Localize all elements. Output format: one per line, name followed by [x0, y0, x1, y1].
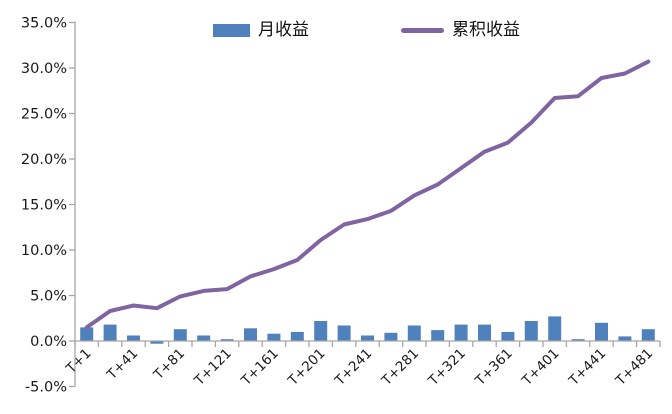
legend-label-cumulative-return: 累积收益 [452, 20, 520, 40]
bar-monthly-return[interactable] [173, 329, 187, 341]
x-axis-tick-label: T+81 [150, 346, 188, 384]
y-axis-tick-label: 30.0% [21, 61, 67, 77]
bar-series-monthly-return [80, 316, 655, 344]
y-axis-tick-label: 15.0% [21, 198, 67, 214]
bar-monthly-return[interactable] [641, 329, 655, 341]
bar-monthly-return[interactable] [150, 341, 164, 344]
x-axis-tick-label: T+241 [331, 346, 375, 390]
y-axis-tick-label: 20.0% [21, 152, 67, 168]
bar-monthly-return[interactable] [361, 335, 374, 342]
y-axis-labels: 35.0% 30.0% 25.0% 20.0% 15.0% 10.0% 5.0% 0.0% -5… [21, 16, 67, 396]
bar-monthly-return[interactable] [431, 330, 445, 341]
axes [69, 21, 661, 388]
bar-monthly-return[interactable] [127, 335, 140, 342]
chart-legend: 月收益 累积收益 [0, 0, 672, 46]
bar-monthly-return[interactable] [103, 324, 117, 341]
bar-monthly-return[interactable] [407, 325, 421, 342]
x-axis-tick-label: T+481 [612, 346, 656, 390]
x-axis-tick-label: T+1 [63, 346, 95, 378]
y-axis-tick-label: 0.0% [30, 334, 67, 350]
x-axis-tick-label: T+361 [472, 346, 516, 390]
y-axis-tick-label: 10.0% [21, 243, 67, 259]
bar-monthly-return[interactable] [571, 339, 585, 341]
y-axis-tick-label: -5.0% [25, 380, 67, 396]
bar-monthly-return[interactable] [454, 324, 468, 341]
x-axis-tick-label: T+281 [378, 346, 422, 390]
x-axis-tick-label: T+201 [284, 346, 328, 390]
x-axis-tick-label: T+41 [103, 346, 141, 384]
bar-monthly-return[interactable] [478, 324, 491, 341]
bar-monthly-return[interactable] [618, 336, 632, 341]
x-axis-tick-label: T+321 [425, 346, 469, 390]
bar-monthly-return[interactable] [80, 327, 94, 341]
legend-label-monthly-return: 月收益 [258, 20, 309, 40]
bar-monthly-return[interactable] [197, 335, 211, 342]
x-axis-labels: T+1 T+41 T+81 T+121 T+161 T+201 T+241 T+281 T+32… [63, 346, 657, 390]
bar-monthly-return[interactable] [220, 339, 234, 341]
x-axis-tick-label: T+441 [565, 346, 609, 390]
x-axis-tick-label: T+121 [191, 346, 235, 390]
y-axis-tick-label: 35.0% [21, 16, 67, 32]
bar-monthly-return[interactable] [244, 328, 257, 341]
bar-monthly-return[interactable] [524, 321, 538, 341]
line-series-cumulative-return[interactable] [84, 59, 651, 330]
legend-item-monthly-return[interactable]: 月收益 [213, 22, 309, 39]
bar-monthly-return[interactable] [337, 325, 351, 342]
y-axis-tick-label: 25.0% [21, 107, 67, 123]
line-swatch-icon [401, 28, 444, 33]
y-axis-tick-label: 5.0% [30, 289, 67, 305]
bar-monthly-return[interactable] [267, 333, 281, 341]
bar-monthly-return[interactable] [384, 332, 398, 341]
x-axis-tick-label: T+161 [238, 346, 282, 390]
bar-monthly-return[interactable] [314, 321, 328, 341]
bar-monthly-return[interactable] [501, 331, 515, 341]
bar-monthly-return[interactable] [548, 316, 562, 341]
bar-swatch-icon [213, 24, 250, 37]
bar-monthly-return[interactable] [595, 322, 608, 341]
legend-item-cumulative-return[interactable]: 累积收益 [401, 22, 520, 39]
bar-monthly-return[interactable] [290, 331, 304, 341]
x-axis-tick-label: T+401 [518, 346, 562, 390]
